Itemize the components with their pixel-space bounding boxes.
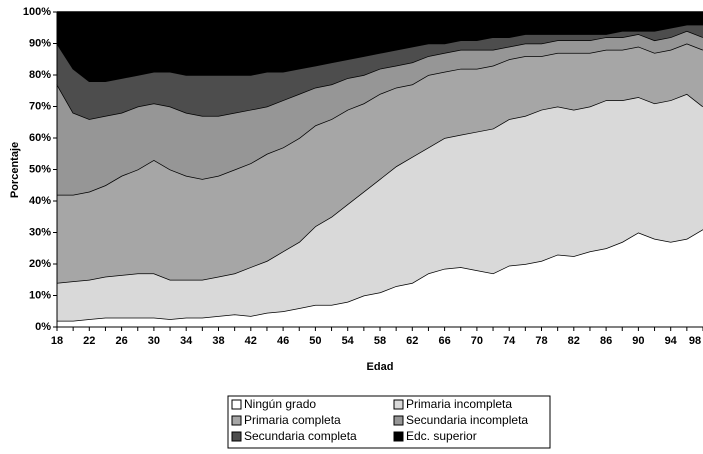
x-axis-label: Edad (367, 361, 394, 373)
y-tick-label: 100% (23, 6, 51, 18)
x-tick-label: 34 (180, 335, 193, 347)
x-tick-label: 54 (342, 335, 355, 347)
y-tick-label: 70% (29, 100, 51, 112)
y-tick-label: 80% (29, 69, 51, 81)
legend-label: Ningún grado (244, 397, 316, 411)
area (57, 229, 703, 327)
y-tick-label: 0% (35, 321, 51, 333)
legend-swatch (393, 399, 404, 410)
x-tick-label: 66 (438, 335, 450, 347)
x-tick-label: 18 (51, 335, 63, 347)
x-tick-label: 42 (245, 335, 257, 347)
y-tick-label: 20% (29, 258, 51, 270)
y-axis-label: Porcentaje (9, 142, 21, 198)
area (57, 30, 703, 195)
x-tick-label: 98 (689, 335, 701, 347)
x-tick-label: 38 (212, 335, 224, 347)
legend-swatch (231, 415, 242, 426)
x-tick-label: 22 (83, 335, 95, 347)
x-tick-label: 86 (600, 335, 612, 347)
legend-label: Primaria completa (244, 413, 341, 427)
legend-label: Secundaria completa (244, 429, 357, 443)
x-tick-label: 62 (406, 335, 418, 347)
legend-label: Secundaria incompleta (406, 413, 528, 427)
y-tick-label: 10% (29, 289, 51, 301)
x-tick-label: 94 (665, 335, 678, 347)
x-tick-label: 78 (535, 335, 547, 347)
area (57, 93, 703, 321)
area (57, 43, 703, 283)
y-tick-label: 50% (29, 163, 51, 175)
legend-swatch (231, 399, 242, 410)
x-tick-label: 90 (632, 335, 644, 347)
y-tick-label: 60% (29, 132, 51, 144)
legend-label: Primaria incompleta (406, 397, 512, 411)
legend-label: Edc. superior (406, 429, 477, 443)
x-tick-label: 70 (471, 335, 483, 347)
x-tick-label: 82 (568, 335, 580, 347)
x-tick-label: 58 (374, 335, 386, 347)
legend: Ningún grado Primaria incompleta Primaria … (227, 395, 551, 449)
x-tick-label: 74 (503, 335, 516, 347)
x-tick-label: 50 (309, 335, 321, 347)
x-tick-label: 26 (115, 335, 127, 347)
y-tick-label: 40% (29, 195, 51, 207)
legend-swatch (393, 431, 404, 442)
y-tick-label: 30% (29, 226, 51, 238)
legend-swatch (231, 431, 242, 442)
y-tick-label: 90% (29, 37, 51, 49)
area (57, 24, 703, 120)
legend-box (227, 395, 551, 449)
x-tick-label: 30 (148, 335, 160, 347)
x-tick-label: 46 (277, 335, 289, 347)
legend-swatch (393, 415, 404, 426)
area (57, 12, 703, 82)
